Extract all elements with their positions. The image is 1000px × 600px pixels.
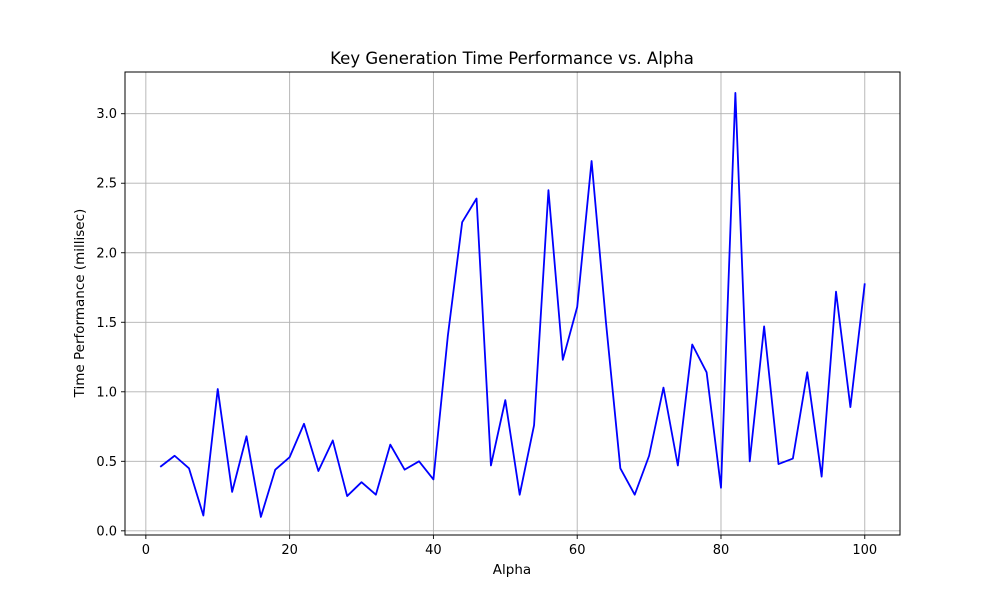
- x-tick-label: 100: [852, 543, 877, 558]
- plot-area-frame: [124, 71, 901, 536]
- x-tick-label: 80: [713, 543, 730, 558]
- y-tick-label: 0.5: [96, 455, 117, 470]
- series-layer: [159, 91, 866, 518]
- x-tick-label: 0: [142, 543, 150, 558]
- y-tick-label: 0.0: [96, 524, 117, 539]
- y-axis: 0.0 0.5 1.0 1.5 2.0 2.5 3.0: [96, 107, 125, 539]
- x-tick-label: 20: [281, 543, 298, 558]
- y-axis-title: Time Performance (millisec): [72, 209, 88, 399]
- y-tick-label: 3.0: [96, 107, 117, 122]
- x-axis: 0 20 40 60 80 100: [142, 535, 877, 558]
- x-tick-label: 40: [425, 543, 442, 558]
- chart-title: Key Generation Time Performance vs. Alph…: [330, 49, 694, 68]
- series-line: [159, 91, 866, 518]
- x-tick-label: 60: [569, 543, 586, 558]
- grid: [125, 72, 900, 535]
- y-tick-label: 1.0: [96, 385, 117, 400]
- x-axis-title: Alpha: [493, 562, 531, 578]
- y-tick-label: 2.5: [96, 177, 117, 192]
- y-tick-label: 2.0: [96, 246, 117, 261]
- y-tick-label: 1.5: [96, 316, 117, 331]
